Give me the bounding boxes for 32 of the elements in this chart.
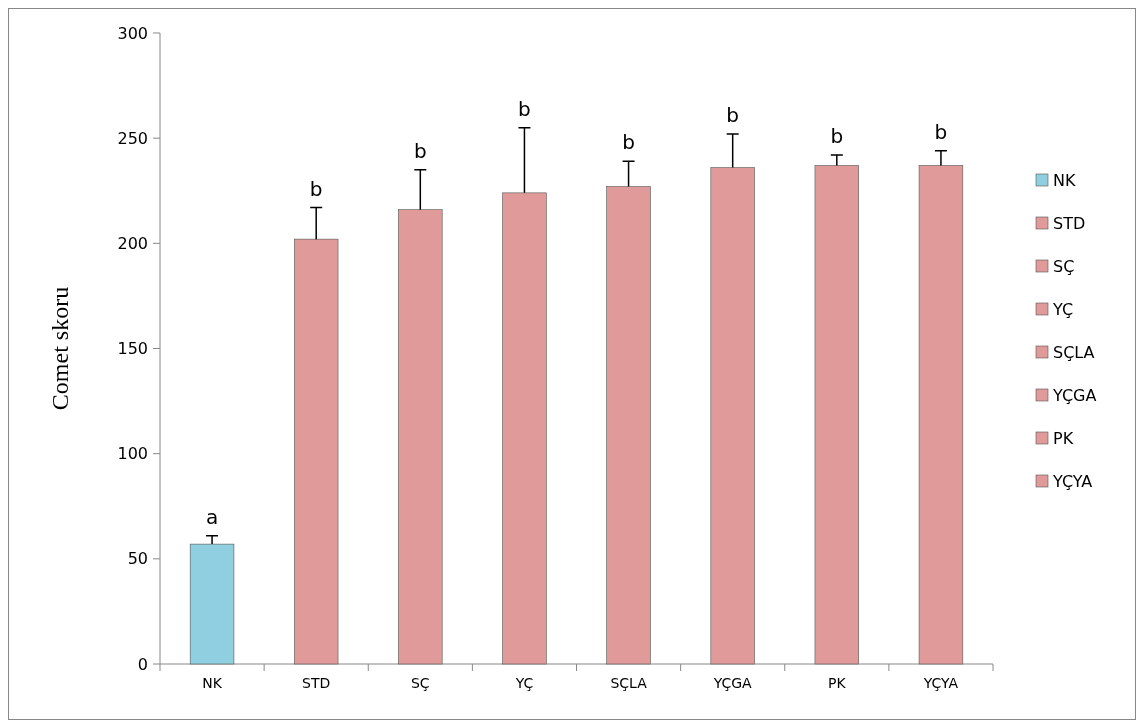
legend-label: NK xyxy=(1053,170,1076,190)
y-tick-label: 50 xyxy=(127,549,148,569)
legend-label: YÇYA xyxy=(1052,471,1093,491)
annotation: b xyxy=(726,102,740,127)
x-tick-label: NK xyxy=(202,675,223,691)
x-tick-label: YÇ xyxy=(514,675,534,691)
x-tick-label: YÇGA xyxy=(712,675,753,691)
annotation: b xyxy=(830,123,844,148)
x-tick-label: PK xyxy=(828,675,847,691)
y-tick-label: 200 xyxy=(117,233,148,253)
y-axis-title: Comet skoru xyxy=(47,286,73,411)
annotation: b xyxy=(309,176,323,201)
annotation: a xyxy=(205,504,219,529)
y-tick-label: 150 xyxy=(117,339,148,359)
x-tick-label: SÇLA xyxy=(610,675,648,691)
legend-label: PK xyxy=(1053,428,1074,448)
legend-label: STD xyxy=(1053,213,1086,233)
legend-label: SÇ xyxy=(1053,256,1075,276)
y-tick-label: 250 xyxy=(117,128,148,148)
annotation: b xyxy=(934,119,948,144)
annotation: b xyxy=(518,96,531,121)
x-tick-label: SÇ xyxy=(410,675,430,691)
x-tick-label: STD xyxy=(302,675,331,691)
y-tick-label: 100 xyxy=(117,444,148,464)
y-tick-label: 0 xyxy=(137,654,148,674)
legend-label: YÇ xyxy=(1052,299,1074,319)
x-tick-label: YÇYA xyxy=(922,675,959,691)
y-tick-label: 300 xyxy=(117,23,148,43)
annotation: b xyxy=(622,130,635,155)
legend-label: SÇLA xyxy=(1053,342,1095,362)
annotation: b xyxy=(413,138,427,163)
legend-label: YÇGA xyxy=(1052,385,1097,405)
